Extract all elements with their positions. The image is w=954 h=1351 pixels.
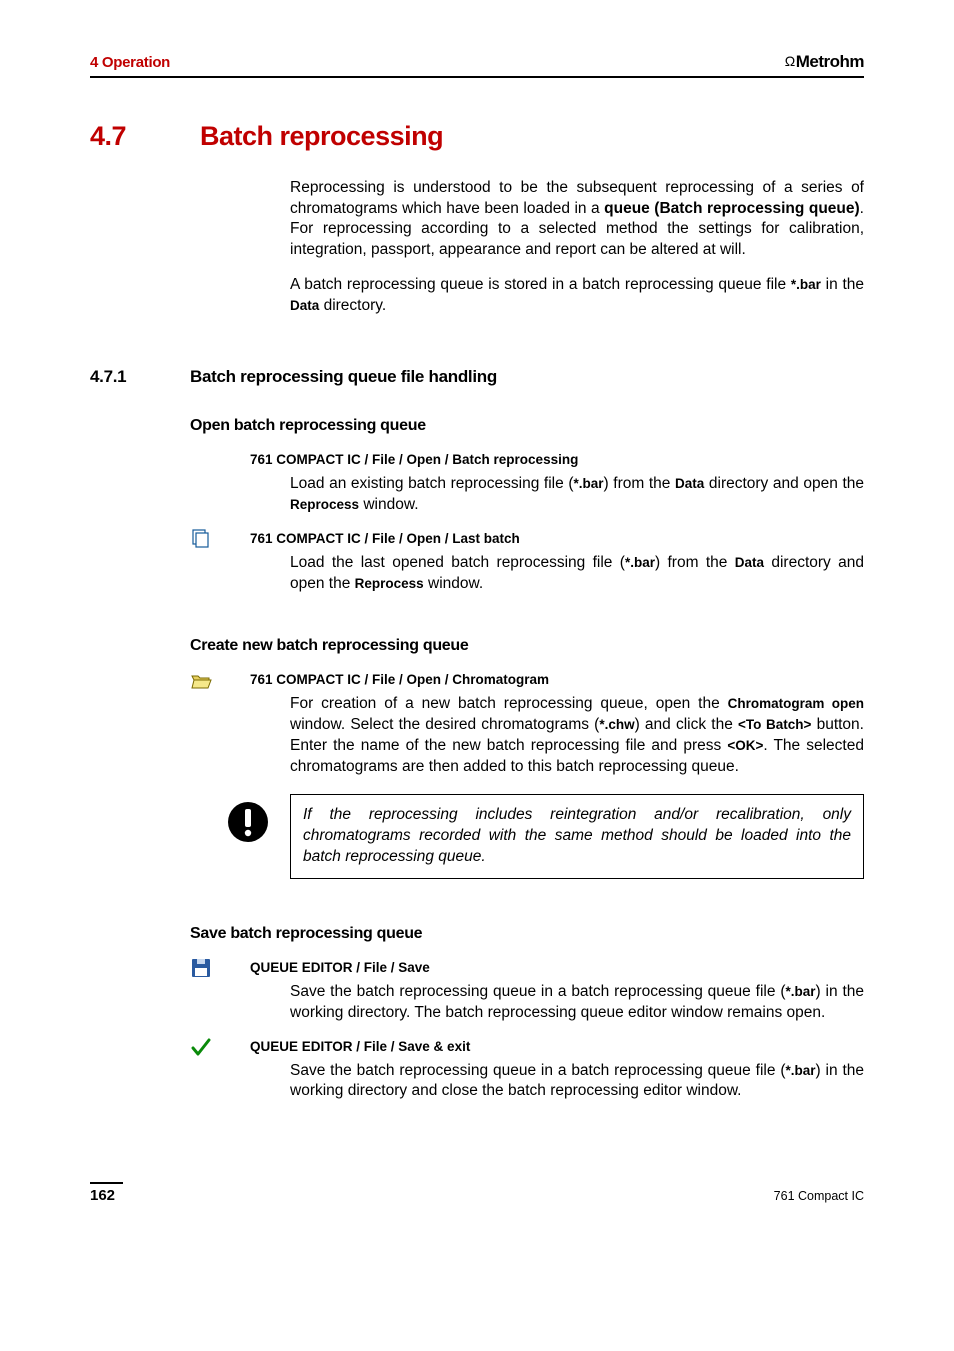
product-label: 761 Compact IC [774,1188,864,1206]
save-entry-1: QUEUE EDITOR / File / Save Save the batc… [90,959,864,1024]
menu-path: 761 COMPACT IC / File / Open / Chromatog… [250,671,864,690]
documents-icon [190,528,212,550]
entry-body: Load the last opened batch reprocessing … [290,553,864,595]
save-heading: Save batch reprocessing queue [190,923,864,945]
create-heading: Create new batch reprocessing queue [190,635,864,657]
subsection-number: 4.7.1 [90,365,190,389]
entry-body: For creation of a new batch reprocessing… [290,694,864,778]
subsection-title: 4.7.1Batch reprocessing queue file handl… [90,365,864,389]
chapter-label: 4 Operation [90,52,170,73]
warning-icon [226,800,270,844]
note-text: If the reprocessing includes reintegrati… [290,794,864,879]
entry-body: Load an existing batch reprocessing file… [290,474,864,516]
menu-path: 761 COMPACT IC / File / Open / Batch rep… [250,451,864,470]
page-number: 162 [90,1182,123,1206]
subsection-heading: Batch reprocessing queue file handling [190,367,497,386]
entry-body: Save the batch reprocessing queue in a b… [290,1061,864,1103]
open-heading: Open batch reprocessing queue [190,415,864,437]
brand-label: ΩMetrohm [785,50,864,74]
brand-symbol: Ω [785,53,795,69]
intro-paragraph-1: Reprocessing is understood to be the sub… [290,178,864,262]
brand-name: Metrohm [796,52,864,71]
open-entry-2: 761 COMPACT IC / File / Open / Last batc… [90,530,864,595]
note-block: If the reprocessing includes reintegrati… [290,794,864,879]
save-entry-2: QUEUE EDITOR / File / Save & exit Save t… [90,1038,864,1103]
create-entry-1: 761 COMPACT IC / File / Open / Chromatog… [90,671,864,778]
menu-path: 761 COMPACT IC / File / Open / Last batc… [250,530,864,549]
section-number: 4.7 [90,118,200,156]
checkmark-icon [190,1036,212,1058]
intro-paragraph-2: A batch reprocessing queue is stored in … [290,275,864,317]
page-footer: 162 761 Compact IC [90,1182,864,1206]
open-folder-icon [190,669,212,691]
menu-path: QUEUE EDITOR / File / Save & exit [250,1038,864,1057]
menu-path: QUEUE EDITOR / File / Save [250,959,864,978]
page-header: 4 Operation ΩMetrohm [90,50,864,78]
open-entry-1: 761 COMPACT IC / File / Open / Batch rep… [90,451,864,516]
section-title: 4.7Batch reprocessing [90,118,864,156]
entry-body: Save the batch reprocessing queue in a b… [290,982,864,1024]
save-disk-icon [190,957,212,979]
section-heading: Batch reprocessing [200,121,443,151]
